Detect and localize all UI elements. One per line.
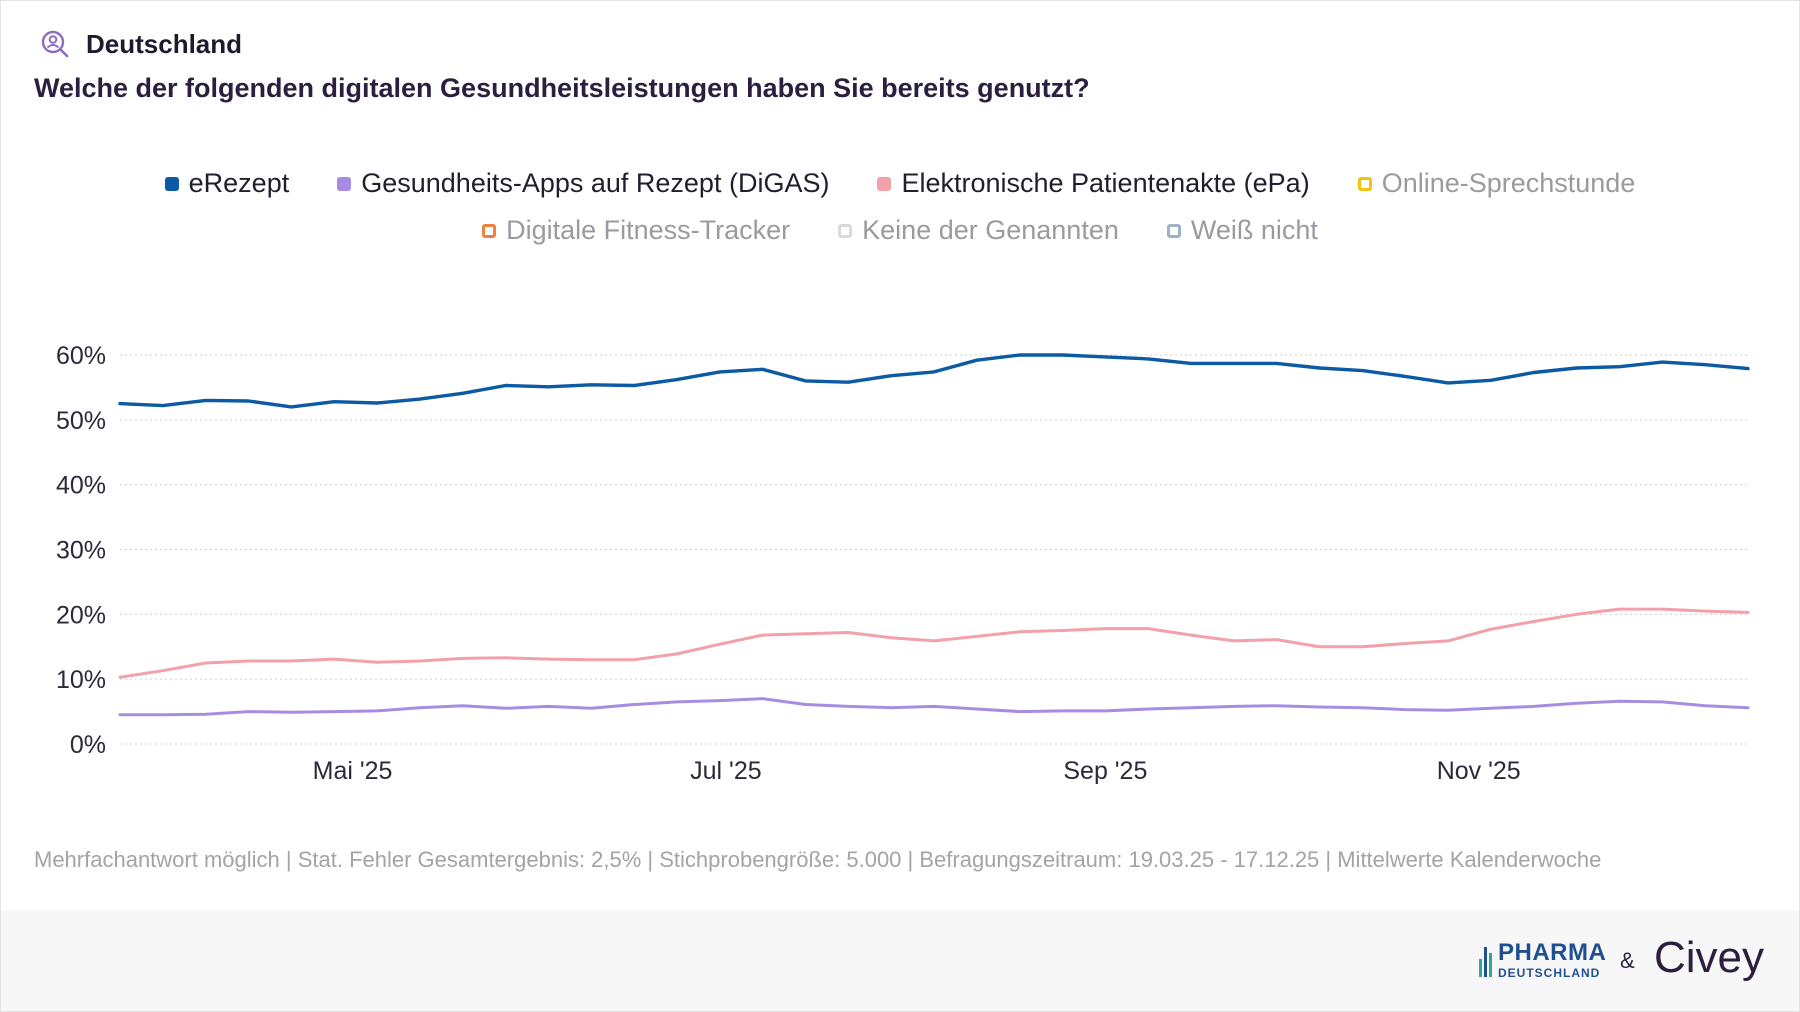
y-axis-ticks: 0% 10% 20% 30% 40% 50% 60% [56, 342, 106, 759]
footer-bar [1, 910, 1799, 1011]
y-tick-label: 50% [56, 407, 106, 435]
civey-logo: Civey [1654, 933, 1765, 982]
grid-lines [120, 354, 1748, 745]
legend-item[interactable]: Online-Sprechstunde [1357, 168, 1636, 199]
legend-row-1: eRezept Gesundheits-Apps auf Rezept (DiGA… [0, 168, 1800, 199]
y-tick-label: 40% [56, 472, 106, 500]
x-tick-label: Mai '25 [313, 757, 393, 785]
legend-label: Keine der Genannten [862, 215, 1119, 245]
logo-ampersand: & [1620, 948, 1635, 973]
legend-swatch [1166, 223, 1181, 238]
legend-item[interactable]: Gesundheits-Apps auf Rezept (DiGAS) [337, 168, 829, 199]
series-line-3[interactable] [118, 607, 1750, 679]
legend-label: Weiß nicht [1190, 215, 1318, 245]
legend-label: Gesundheits-Apps auf Rezept (DiGAS) [361, 168, 830, 198]
pharma-logo-sub: DEUTSCHLAND [1498, 966, 1601, 980]
legend-swatch [1357, 176, 1372, 191]
legend-row-2: Digitale Fitness-Tracker Keine der Genann… [0, 215, 1800, 246]
footnote: Mehrfachantwort möglich | Stat. Fehler G… [34, 847, 1602, 872]
legend-swatch [164, 176, 179, 191]
person-search-icon [41, 30, 69, 58]
pharma-deutschland-logo: PHARMA DEUTSCHLAND [1478, 940, 1606, 980]
y-tick-label: 0% [70, 731, 106, 759]
legend-swatch [877, 176, 892, 191]
pharma-bars-icon [1479, 947, 1492, 977]
legend-label: Online-Sprechstunde [1381, 168, 1636, 198]
x-tick-label: Jul '25 [690, 757, 761, 785]
region-label: Deutschland [86, 28, 243, 59]
chart-question: Welche der folgenden digitalen Gesundhei… [34, 73, 1090, 103]
y-tick-label: 60% [56, 342, 106, 370]
legend-label: Elektronische Patientenakte (ePa) [901, 168, 1310, 198]
x-tick-label: Sep '25 [1063, 757, 1147, 785]
legend-item[interactable]: Weiß nicht [1166, 215, 1318, 246]
legend-label: Digitale Fitness-Tracker [506, 215, 791, 245]
line-chart: 0% 10% 20% 30% 40% 50% 60% Mai '25 Jul '25 Sep '… [56, 342, 1750, 785]
legend-item[interactable]: Elektronische Patientenakte (ePa) [877, 168, 1310, 199]
y-tick-label: 10% [56, 666, 106, 694]
series-lines [118, 353, 1750, 717]
legend-label: eRezept [188, 168, 290, 198]
y-tick-label: 30% [56, 537, 106, 565]
legend-item[interactable]: eRezept [164, 168, 290, 199]
legend-item[interactable]: Keine der Genannten [838, 215, 1119, 246]
region-header: Deutschland [40, 28, 242, 60]
pharma-logo-main: PHARMA [1498, 939, 1607, 966]
legend-swatch [337, 176, 352, 191]
series-line-2[interactable] [118, 697, 1750, 717]
x-axis-ticks: Mai '25 Jul '25 Sep '25 Nov '25 [313, 757, 1521, 785]
y-tick-label: 20% [56, 601, 106, 629]
legend-swatch [838, 223, 853, 238]
x-tick-label: Nov '25 [1437, 757, 1521, 785]
legend-swatch [482, 223, 497, 238]
series-line-1[interactable] [118, 353, 1750, 409]
legend-item[interactable]: Digitale Fitness-Tracker [482, 215, 790, 246]
